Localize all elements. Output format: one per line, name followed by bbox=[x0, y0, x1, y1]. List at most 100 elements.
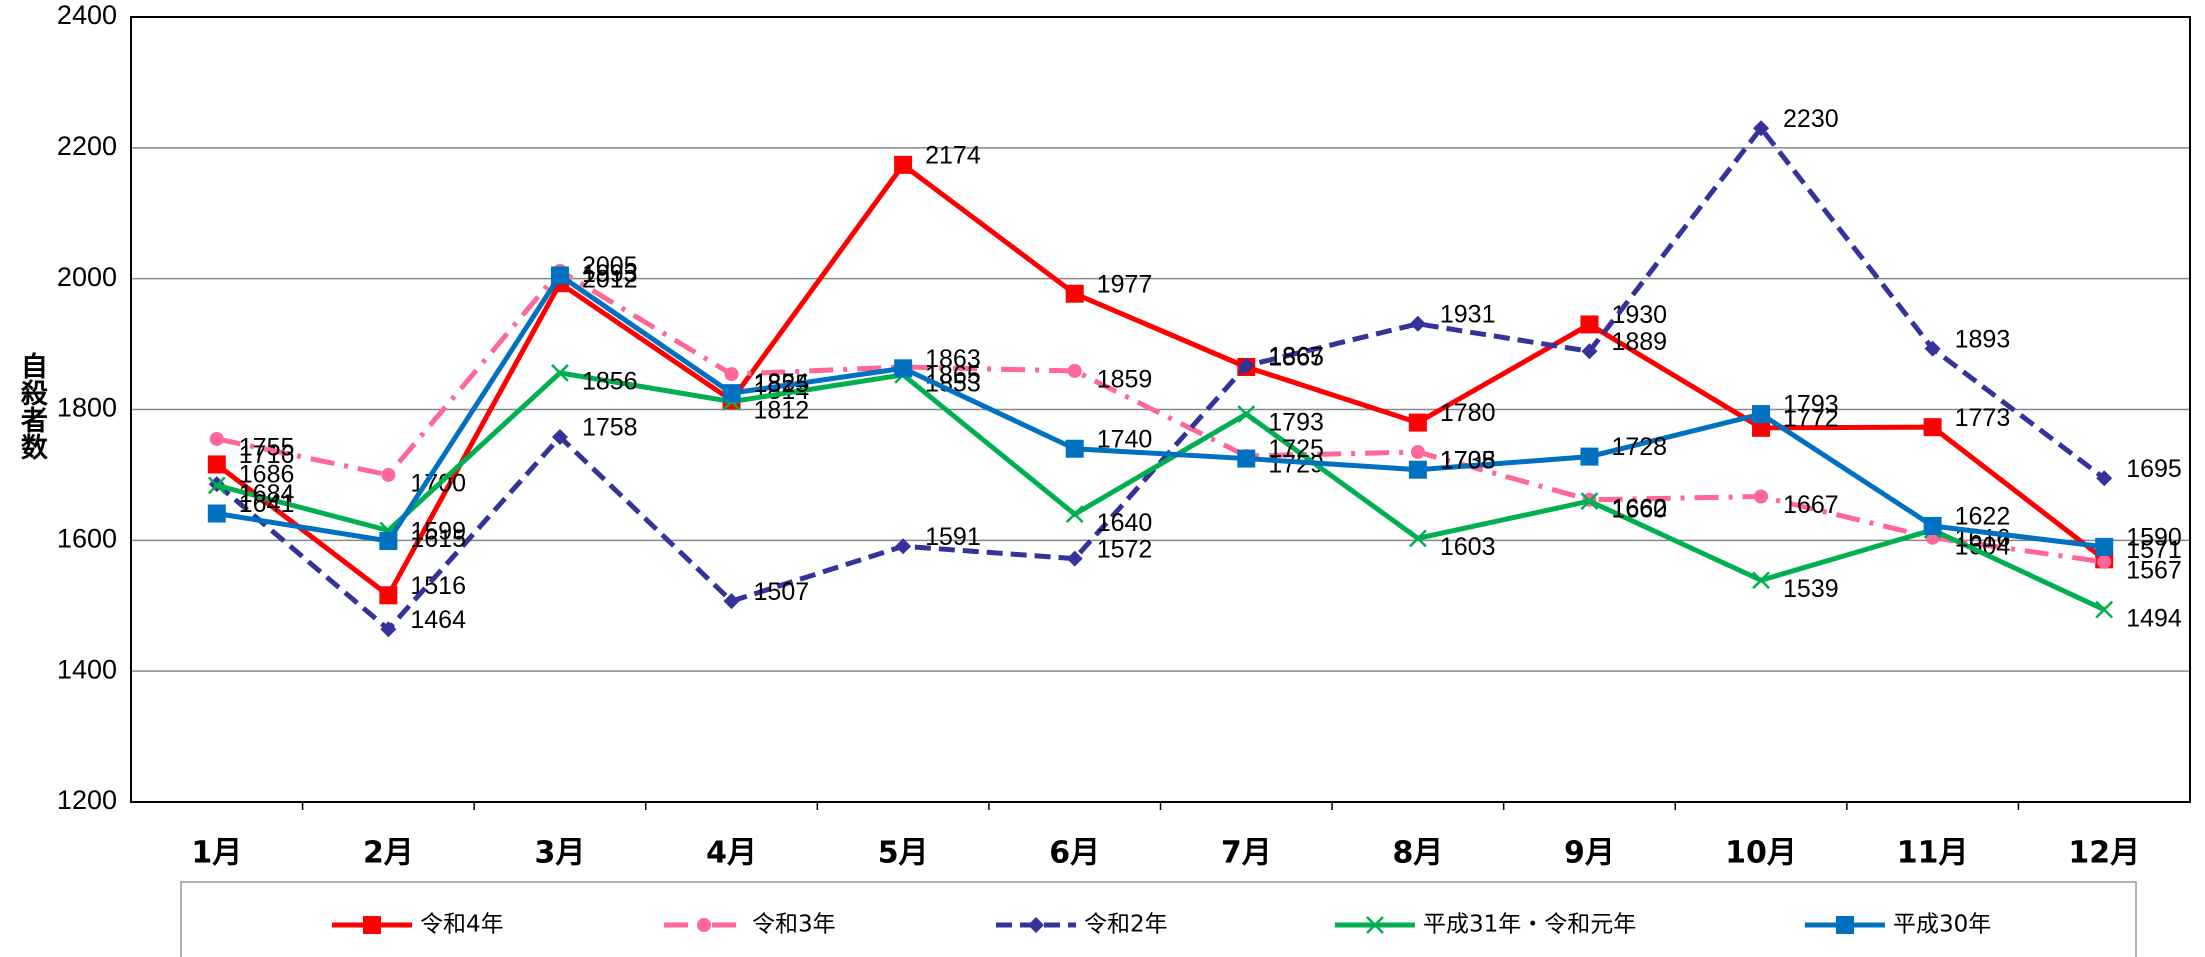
marker bbox=[380, 621, 397, 638]
legend-label: 令和2年 bbox=[1084, 912, 1168, 938]
marker bbox=[1408, 460, 1427, 479]
marker bbox=[1923, 418, 1942, 437]
data-label: 1772 bbox=[1783, 404, 1839, 432]
marker bbox=[207, 455, 226, 474]
marker bbox=[363, 916, 381, 934]
marker bbox=[894, 155, 913, 174]
data-label: 1615 bbox=[410, 525, 466, 553]
legend-box bbox=[180, 881, 2137, 957]
data-label: 1889 bbox=[1611, 328, 1667, 356]
data-label: 1667 bbox=[1783, 491, 1839, 519]
marker bbox=[1753, 120, 1770, 137]
marker bbox=[381, 467, 396, 482]
data-label: 1856 bbox=[582, 367, 638, 395]
marker bbox=[1366, 916, 1384, 934]
marker bbox=[1752, 418, 1771, 437]
marker bbox=[1237, 449, 1256, 468]
data-label: 1825 bbox=[754, 370, 810, 398]
marker bbox=[2095, 600, 2114, 619]
marker bbox=[1065, 284, 1084, 303]
data-label: 1591 bbox=[925, 523, 981, 551]
marker bbox=[2095, 537, 2114, 556]
marker bbox=[1752, 405, 1771, 424]
marker bbox=[894, 359, 913, 378]
data-label: 2174 bbox=[925, 141, 981, 169]
series-line bbox=[215, 124, 2106, 633]
marker bbox=[723, 593, 740, 610]
data-label: 2230 bbox=[1783, 105, 1839, 133]
data-label: 1603 bbox=[1440, 533, 1496, 561]
marker bbox=[1065, 505, 1084, 524]
x-tick-label: 1月 bbox=[191, 836, 242, 871]
data-label: 1572 bbox=[1097, 535, 1153, 563]
data-label: 1931 bbox=[1440, 300, 1496, 328]
y-tick-label: 1200 bbox=[57, 785, 117, 815]
data-label: 1793 bbox=[1783, 391, 1839, 419]
marker bbox=[1409, 315, 1426, 332]
marker bbox=[722, 384, 741, 403]
marker bbox=[551, 428, 568, 445]
marker bbox=[1238, 357, 1255, 374]
data-label: 1641 bbox=[239, 490, 295, 518]
marker bbox=[697, 918, 711, 932]
marker bbox=[1408, 529, 1427, 548]
data-label: 1622 bbox=[1955, 503, 2011, 531]
x-tick-label: 4月 bbox=[706, 836, 757, 871]
y-tick-label: 2400 bbox=[57, 0, 117, 30]
y-tick-label: 2200 bbox=[57, 131, 117, 161]
marker bbox=[1754, 489, 1769, 504]
data-label: 1793 bbox=[1268, 409, 1324, 437]
marker bbox=[1581, 343, 1598, 360]
data-label: 1590 bbox=[2126, 523, 2182, 551]
marker bbox=[1924, 340, 1941, 357]
x-tick-label: 8月 bbox=[1392, 836, 1443, 871]
y-tick-label: 2000 bbox=[57, 262, 117, 292]
marker bbox=[1923, 516, 1942, 535]
data-label: 1494 bbox=[2126, 604, 2182, 632]
data-label: 1977 bbox=[1097, 270, 1153, 298]
data-label: 1863 bbox=[925, 345, 981, 373]
data-label: 1867 bbox=[1268, 342, 1324, 370]
marker bbox=[1066, 550, 1083, 567]
data-label: 1859 bbox=[1097, 366, 1153, 394]
data-label: 1735 bbox=[1440, 447, 1496, 475]
x-tick-label: 11月 bbox=[1897, 836, 1969, 871]
data-label: 1567 bbox=[2126, 557, 2182, 585]
series-line bbox=[216, 370, 2106, 612]
data-label: 1464 bbox=[410, 606, 466, 634]
y-tick-label: 1400 bbox=[57, 654, 117, 684]
data-label: 1507 bbox=[754, 578, 810, 606]
data-label: 1684 bbox=[239, 480, 295, 508]
legend-label: 平成31年・令和元年 bbox=[1423, 912, 1636, 938]
data-label: 1812 bbox=[754, 396, 810, 424]
legend-label: 令和3年 bbox=[752, 912, 836, 938]
data-label: 1773 bbox=[1955, 404, 2011, 432]
y-tick-label: 1800 bbox=[57, 393, 117, 423]
x-tick-label: 10月 bbox=[1725, 836, 1797, 871]
data-label: 1780 bbox=[1440, 399, 1496, 427]
marker bbox=[1067, 363, 1082, 378]
marker bbox=[2096, 470, 2113, 487]
marker bbox=[379, 586, 398, 605]
data-label: 1660 bbox=[1611, 496, 1667, 524]
data-label: 1539 bbox=[1783, 575, 1839, 603]
data-label: 1893 bbox=[1955, 325, 2011, 353]
series-line bbox=[215, 161, 2106, 600]
data-label: 1708 bbox=[1440, 446, 1496, 474]
marker bbox=[1410, 445, 1425, 460]
marker bbox=[209, 431, 224, 446]
legend-label: 令和4年 bbox=[420, 912, 504, 938]
marker bbox=[1028, 917, 1044, 933]
marker bbox=[207, 476, 226, 495]
data-label: 1725 bbox=[1268, 435, 1324, 463]
x-tick-label: 6月 bbox=[1049, 836, 1100, 871]
marker bbox=[1752, 571, 1770, 590]
marker bbox=[1065, 439, 1084, 458]
data-label: 1686 bbox=[239, 461, 295, 489]
marker bbox=[1836, 916, 1854, 934]
marker bbox=[1580, 447, 1599, 466]
data-label: 1571 bbox=[2126, 536, 2182, 564]
data-label: 1728 bbox=[1611, 433, 1667, 461]
x-tick-label: 3月 bbox=[535, 836, 586, 871]
